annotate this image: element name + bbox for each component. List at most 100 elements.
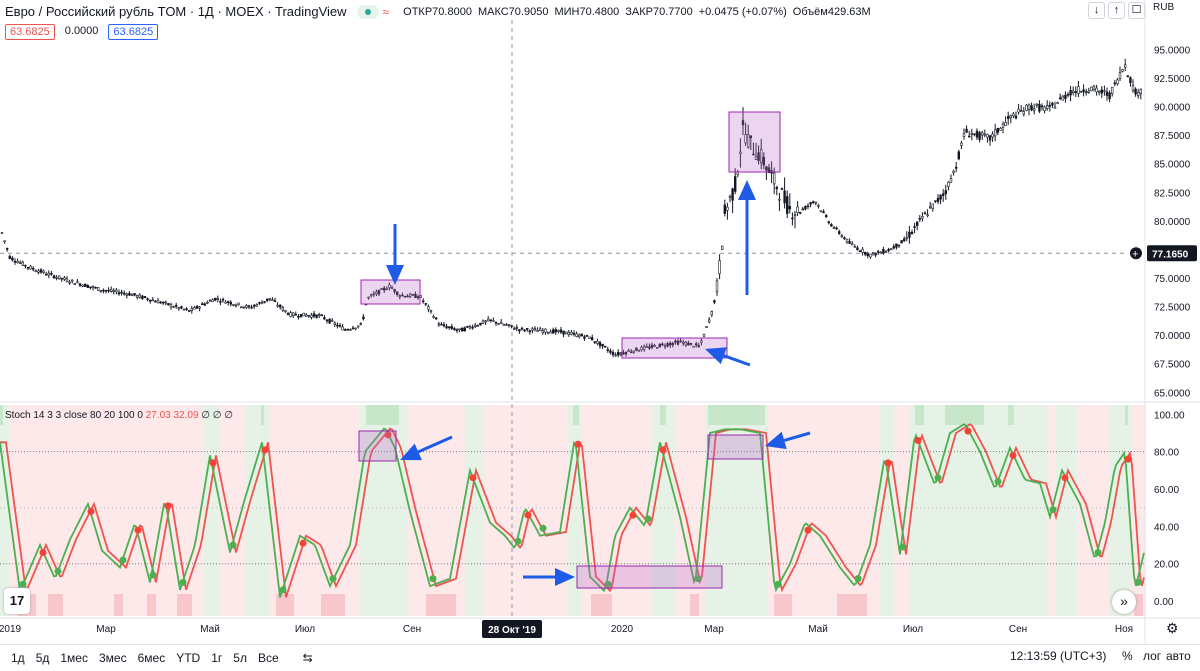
overbought-zone <box>762 405 765 425</box>
candle-up <box>1111 86 1114 94</box>
percent-toggle[interactable]: % <box>1122 649 1133 663</box>
candle-down <box>902 238 906 242</box>
candle-down <box>159 301 162 304</box>
clock[interactable]: 12:13:59 (UTC+3) <box>1010 649 1107 663</box>
oversold-zone <box>429 594 432 616</box>
candle-up <box>359 323 362 325</box>
range-1d[interactable]: 1д <box>11 651 25 665</box>
gear-icon[interactable]: ⚙ <box>1166 620 1179 636</box>
bull-zone <box>204 405 207 616</box>
arrow-up-icon[interactable]: ↑ <box>1108 2 1125 19</box>
range-5d[interactable]: 5д <box>35 651 50 665</box>
bull-zone <box>1065 405 1068 616</box>
candle-down <box>312 313 316 317</box>
arrow-left <box>723 354 751 367</box>
range-1y[interactable]: 1г <box>211 651 223 665</box>
candle-up <box>564 331 568 335</box>
bull-zone <box>1122 405 1125 616</box>
overbought-zone <box>576 405 579 425</box>
candle-down <box>837 231 841 234</box>
candle-up <box>367 296 370 299</box>
candle-up <box>718 260 721 274</box>
wave-icon[interactable]: ≈ <box>382 4 390 19</box>
time-tick-label: Мар <box>96 624 116 635</box>
bull-zone <box>252 405 255 616</box>
bull-zone <box>735 405 738 616</box>
candle-up <box>304 314 308 317</box>
candle-down <box>180 306 183 309</box>
candle-down <box>609 350 612 353</box>
bull-zone <box>1029 405 1032 616</box>
oversold-zone <box>441 594 444 616</box>
candle-up <box>151 299 154 302</box>
range-1m[interactable]: 1мес <box>60 651 88 665</box>
bull-zone <box>369 405 372 616</box>
date-range-icon[interactable]: ⇆ <box>302 651 313 665</box>
candle-down <box>195 305 199 309</box>
range-6m[interactable]: 6мес <box>137 651 166 665</box>
scroll-to-latest-icon[interactable]: » <box>1112 590 1136 614</box>
candle-up <box>931 203 935 210</box>
candle-up <box>284 310 287 312</box>
candle-down <box>1082 89 1085 93</box>
bull-zone <box>402 405 405 616</box>
candle-up <box>502 324 505 326</box>
range-all[interactable]: Все <box>257 651 279 665</box>
candle-down <box>944 190 948 195</box>
bull-zone <box>3 405 6 616</box>
candle-up <box>531 328 534 331</box>
chart-canvas[interactable]: 95.0000 92.5000 90.0000 87.5000 85.0000 82.50… <box>0 0 1200 644</box>
bear-cross-dot <box>1061 474 1069 482</box>
bull-zone <box>705 405 708 616</box>
stoch-legend[interactable]: Stoch 14 3 3 close 80 20 100 0 27.03 32.… <box>5 410 233 421</box>
currency-label[interactable]: RUB <box>1153 2 1175 13</box>
candle-down <box>1059 97 1062 99</box>
candle-up <box>681 341 685 344</box>
overbought-zone <box>390 405 393 425</box>
candle-down <box>590 337 594 341</box>
candle-down <box>1048 104 1052 107</box>
overbought-zone <box>384 405 387 425</box>
bull-zone <box>978 405 981 616</box>
candle-down <box>227 301 230 303</box>
range-5y[interactable]: 5л <box>233 651 247 665</box>
symbol-title[interactable]: Евро / Российский рубль TOM · 1Д · MOEX … <box>5 4 347 19</box>
bull-zone <box>1038 405 1041 616</box>
bull-zone <box>264 405 267 616</box>
candle-down <box>650 344 654 348</box>
auto-toggle[interactable]: авто <box>1166 649 1191 663</box>
candle-up <box>390 287 394 289</box>
bull-zone <box>750 405 753 616</box>
bull-zone <box>207 405 210 616</box>
bear-cross-dot <box>914 436 922 444</box>
bull-zone <box>1071 405 1074 616</box>
candle-down <box>788 205 792 210</box>
candle-down <box>666 343 669 347</box>
candle-up <box>18 262 22 264</box>
candle-up <box>411 294 414 296</box>
candle-down <box>606 349 610 351</box>
overbought-zone <box>741 405 744 425</box>
candle-up <box>206 302 209 304</box>
bull-zone <box>477 405 480 616</box>
bull-zone <box>732 405 735 616</box>
ohlc-open: ОТКР70.8000 <box>403 5 472 18</box>
tradingview-logo-icon[interactable]: 17 <box>4 588 30 614</box>
candle-up <box>42 270 45 273</box>
candle-up <box>281 307 284 311</box>
candle-up <box>408 293 412 298</box>
arrow-down-icon[interactable]: ↓ <box>1088 2 1105 19</box>
candle-up <box>879 251 883 254</box>
candle-down <box>780 188 784 190</box>
range-ytd[interactable]: YTD <box>176 651 201 665</box>
log-toggle[interactable]: лог <box>1143 649 1162 663</box>
candle-down <box>263 301 266 303</box>
candle-up <box>960 142 963 146</box>
oversold-zone <box>600 594 603 616</box>
candle-down <box>89 286 92 289</box>
candle-up <box>268 298 271 300</box>
range-3m[interactable]: 3мес <box>98 651 127 665</box>
candle-up <box>473 324 477 327</box>
overbought-zone <box>747 405 750 425</box>
candle-down <box>338 325 342 327</box>
